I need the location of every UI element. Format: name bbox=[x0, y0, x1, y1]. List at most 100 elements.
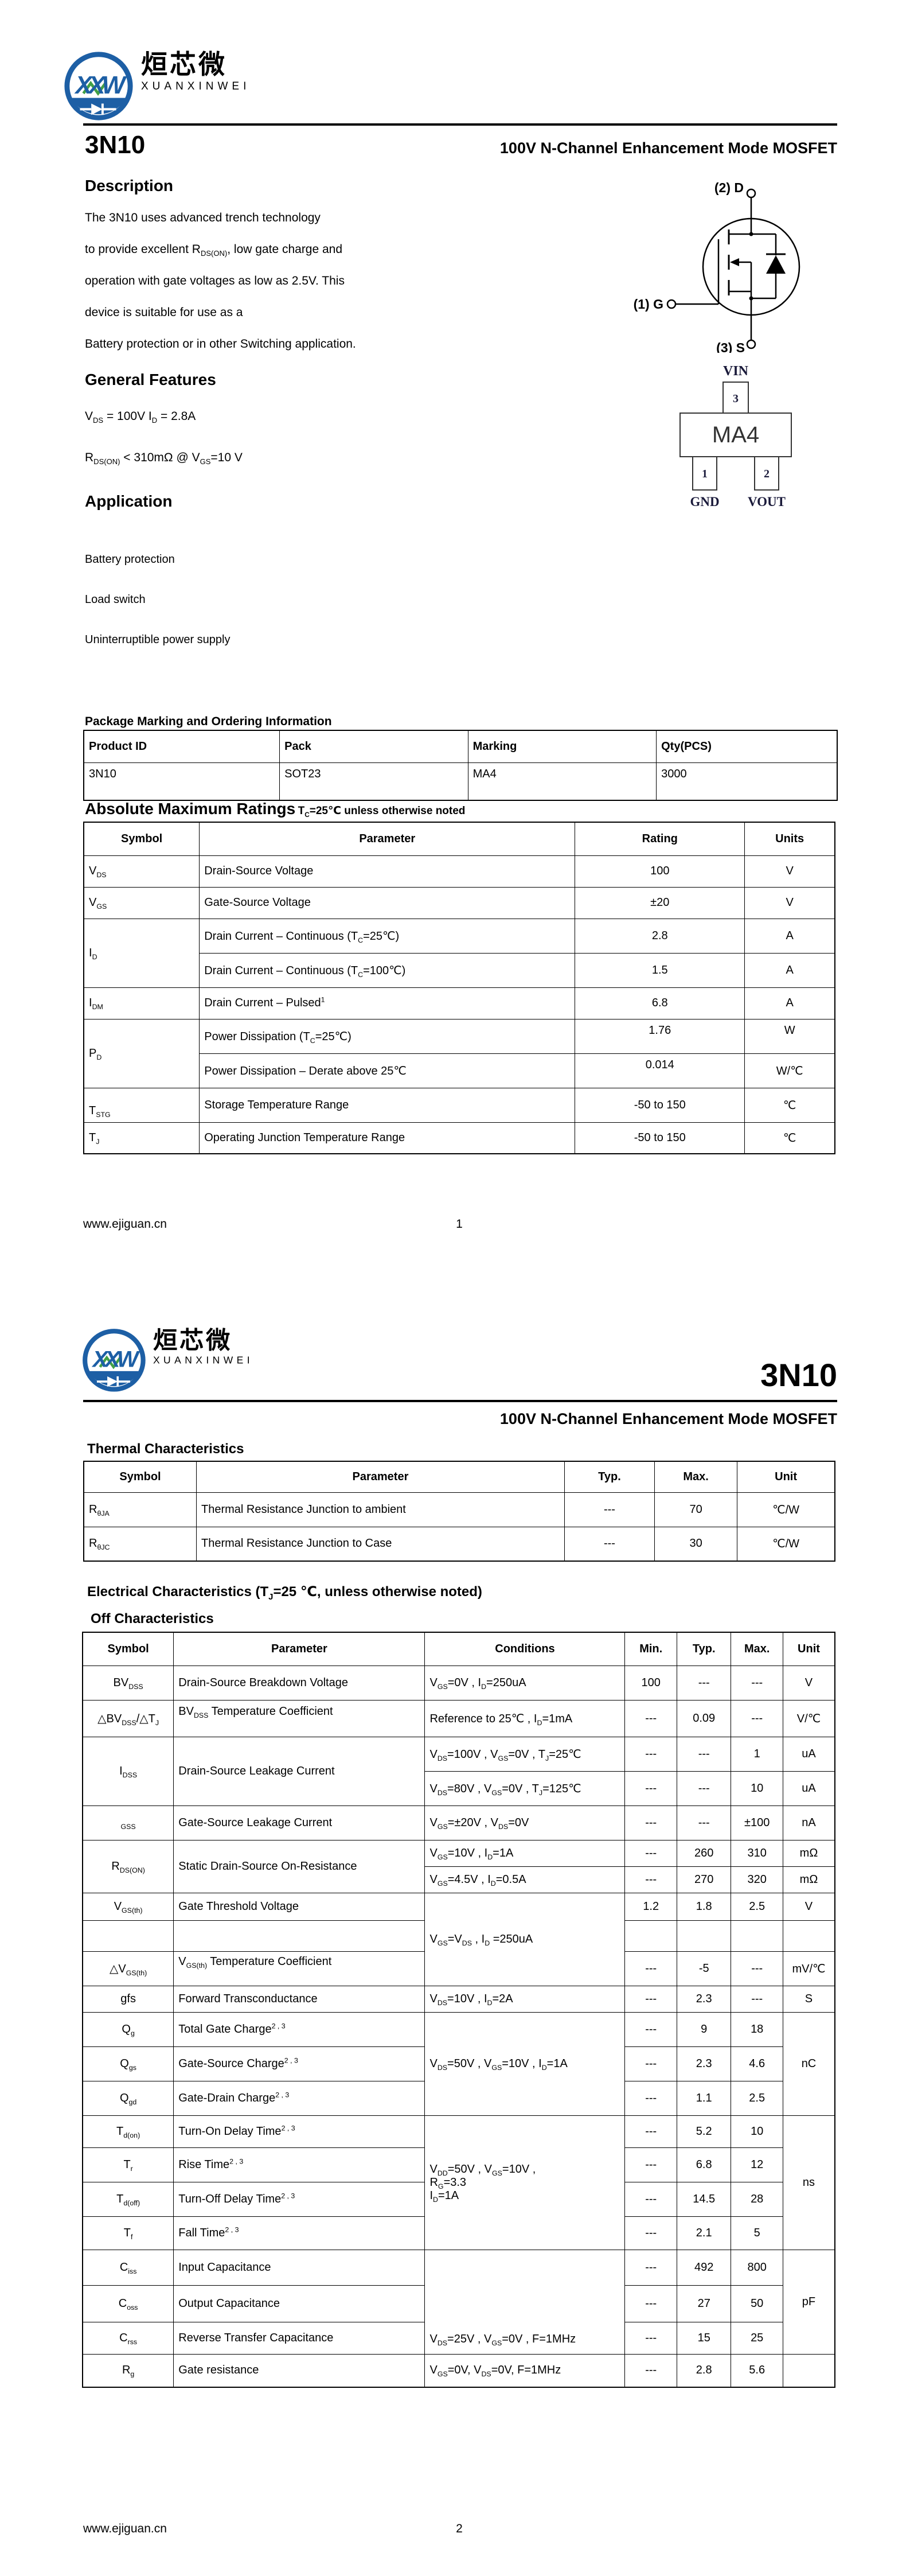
table-row: Td(on) Turn-On Delay Time2 , 3 VDD=50V ,… bbox=[82, 2115, 835, 2250]
col-header: Rating bbox=[575, 822, 745, 856]
brand-name-en: XUANXINWEI bbox=[141, 80, 251, 92]
unit-cell bbox=[782, 2353, 835, 2388]
table-row: VDS Drain-Source Voltage 100 V bbox=[83, 855, 835, 888]
table-row: PD Power Dissipation (TC=25℃) 1.76 W bbox=[83, 1018, 835, 1088]
parameter-cell: Gate-Source Charge2 , 3 bbox=[173, 2046, 425, 2081]
max-cell: 18 bbox=[731, 2011, 783, 2047]
parameter-cell: Total Gate Charge2 , 3 bbox=[173, 2011, 425, 2047]
symbol-cell: Td(on) bbox=[82, 2115, 174, 2148]
typ-cell: 5.2 bbox=[676, 2115, 732, 2148]
min-cell: --- bbox=[624, 2285, 677, 2322]
typ-cell: 0.09 bbox=[676, 1699, 732, 1737]
unit-cell: V/℃ bbox=[782, 1699, 835, 1737]
typ-cell: 15 bbox=[676, 2321, 732, 2355]
svg-text:3: 3 bbox=[733, 392, 739, 405]
table-row: BVDSS Drain-Source Breakdown Voltage VGS… bbox=[82, 1665, 835, 1701]
svg-text:VIN: VIN bbox=[723, 364, 749, 379]
svg-text:XXW: XXW bbox=[92, 1347, 140, 1372]
feature-item: VDS = 100V ID = 2.8A bbox=[85, 410, 196, 425]
parameter-cell: Gate Threshold Voltage bbox=[173, 1892, 425, 1921]
unit-cell: ℃/W bbox=[737, 1492, 835, 1527]
col-header: Conditions bbox=[424, 1632, 626, 1666]
parameter-cell: Reverse Transfer Capacitance bbox=[173, 2321, 425, 2355]
table-row: Qg Total Gate Charge2 , 3 VDS=50V , VGS=… bbox=[82, 2011, 835, 2116]
col-header: Parameter bbox=[199, 822, 576, 856]
abs-max-table: Symbol Parameter Rating Units VDS Drain-… bbox=[83, 822, 835, 1154]
rating-cell: 2.8 bbox=[575, 918, 745, 954]
parameter-cell: Power Dissipation (TC=25℃) bbox=[199, 1018, 576, 1054]
application-list: Battery protection Load switch Uninterru… bbox=[85, 539, 230, 660]
symbol-cell: TSTG bbox=[83, 1087, 200, 1123]
brand-name-cn: 烜芯微 bbox=[141, 49, 227, 79]
parameter-cell: Gate-Source Voltage bbox=[199, 886, 576, 919]
symbol-cell: Crss bbox=[82, 2321, 174, 2355]
rating-cell: 6.8 bbox=[575, 987, 745, 1019]
brand-name-cn: 烜芯微 bbox=[153, 1326, 232, 1354]
rating-cell: 0.014 bbox=[575, 1053, 745, 1088]
symbol-cell: Tr bbox=[82, 2147, 174, 2182]
max-cell: 310 bbox=[731, 1839, 783, 1867]
table-row: VGS Gate-Source Voltage ±20 V bbox=[83, 886, 835, 919]
features-list: VDS = 100V ID = 2.8A RDS(ON) < 310mΩ @ V… bbox=[85, 396, 243, 478]
conditions-cell: VGS=10V , ID=1A bbox=[424, 1839, 626, 1867]
table-row: VGS(th) Gate Threshold Voltage VGS=VDS ,… bbox=[82, 1892, 835, 1986]
empty-cell bbox=[731, 1920, 783, 1952]
col-header: Typ. bbox=[564, 1461, 655, 1493]
svg-text:MA4: MA4 bbox=[712, 422, 759, 448]
table-row: GSS Gate-Source Leakage Current VGS=±20V… bbox=[82, 1805, 835, 1840]
description-line: operation with gate voltages as low as 2… bbox=[85, 274, 345, 287]
doc-subtitle-p2: 100V N-Channel Enhancement Mode MOSFET bbox=[499, 1410, 837, 1427]
typ-cell: 27 bbox=[676, 2285, 732, 2322]
table-row: Qgd Gate-Drain Charge2 , 3 --- 1.1 2.5 bbox=[82, 2080, 835, 2116]
conditions-cell: VDS=50V , VGS=10V , ID=1A bbox=[424, 2011, 626, 2116]
off-characteristics-heading: Off Characteristics bbox=[91, 1611, 214, 1626]
min-cell: --- bbox=[624, 2080, 677, 2116]
symbol-cell: △BVDSS/△TJ bbox=[82, 1699, 174, 1737]
parameter-cell: Thermal Resistance Junction to ambient bbox=[196, 1492, 565, 1527]
unit-cell: ns bbox=[782, 2115, 835, 2250]
table-header-row: Symbol Parameter Rating Units bbox=[83, 822, 835, 856]
symbol-cell: Rg bbox=[82, 2353, 174, 2388]
max-cell: 1 bbox=[731, 1736, 783, 1772]
table-row: Rg Gate resistance VGS=0V, VDS=0V, F=1MH… bbox=[82, 2353, 835, 2388]
col-header: Symbol bbox=[82, 1632, 174, 1666]
parameter-cell: Drain Current – Continuous (TC=25℃) bbox=[199, 918, 576, 954]
min-cell: --- bbox=[624, 1736, 677, 1772]
brand-logo: XXW 烜芯微 XUANXINWEI bbox=[80, 1326, 253, 1394]
max-cell: 2.5 bbox=[731, 1892, 783, 1921]
units-cell: W bbox=[744, 1018, 835, 1054]
min-cell: --- bbox=[624, 2353, 677, 2388]
parameter-cell: BVDSS Temperature Coefficient bbox=[173, 1699, 425, 1737]
parameter-cell: Rise Time2 , 3 bbox=[173, 2147, 425, 2182]
max-cell: 12 bbox=[731, 2147, 783, 2182]
unit-cell: uA bbox=[782, 1736, 835, 1772]
col-header: Parameter bbox=[196, 1461, 565, 1493]
table-row: △VGS(th) VGS(th) Temperature Coefficient… bbox=[82, 1951, 835, 1986]
col-header: Max. bbox=[654, 1461, 738, 1493]
typ-cell: 492 bbox=[676, 2249, 732, 2286]
conditions-cell: VGS=0V , ID=250uA bbox=[424, 1665, 626, 1701]
col-header: Units bbox=[744, 822, 835, 856]
parameter-cell: Gate-Source Leakage Current bbox=[173, 1805, 425, 1840]
typ-cell: 2.3 bbox=[676, 1985, 732, 2013]
header-rule-1 bbox=[83, 123, 837, 126]
conditions-cell: VGS=±20V , VDS=0V bbox=[424, 1805, 626, 1840]
rating-cell: 1.5 bbox=[575, 952, 745, 988]
symbol-cell: Ciss bbox=[82, 2249, 174, 2286]
max-cell: 800 bbox=[731, 2249, 783, 2286]
symbol-cell: VDS bbox=[83, 855, 200, 888]
parameter-cell: Gate resistance bbox=[173, 2353, 425, 2388]
units-cell: V bbox=[744, 886, 835, 919]
header-rule-2 bbox=[83, 1400, 837, 1402]
parameter-cell: Gate-Drain Charge2 , 3 bbox=[173, 2080, 425, 2116]
col-header: Qty(PCS) bbox=[656, 730, 838, 763]
brand-logo: XXW 烜芯微 XUANXINWEI bbox=[62, 49, 250, 123]
min-cell: --- bbox=[624, 2115, 677, 2148]
max-cell: 70 bbox=[654, 1492, 738, 1527]
empty-cell bbox=[173, 1920, 425, 1952]
symbol-cell: TJ bbox=[83, 1122, 200, 1154]
symbol-cell: GSS bbox=[82, 1805, 174, 1840]
package-pinout-figure: VIN 3 MA4 1 2 GND VOUT bbox=[664, 360, 813, 517]
symbol-cell: △VGS(th) bbox=[82, 1951, 174, 1986]
table-row: ID Drain Current – Continuous (TC=25℃) 2… bbox=[83, 918, 835, 988]
